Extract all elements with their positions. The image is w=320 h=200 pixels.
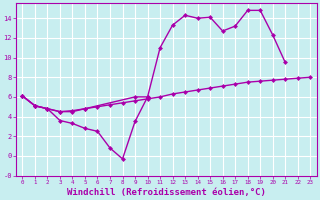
X-axis label: Windchill (Refroidissement éolien,°C): Windchill (Refroidissement éolien,°C): [67, 188, 266, 197]
